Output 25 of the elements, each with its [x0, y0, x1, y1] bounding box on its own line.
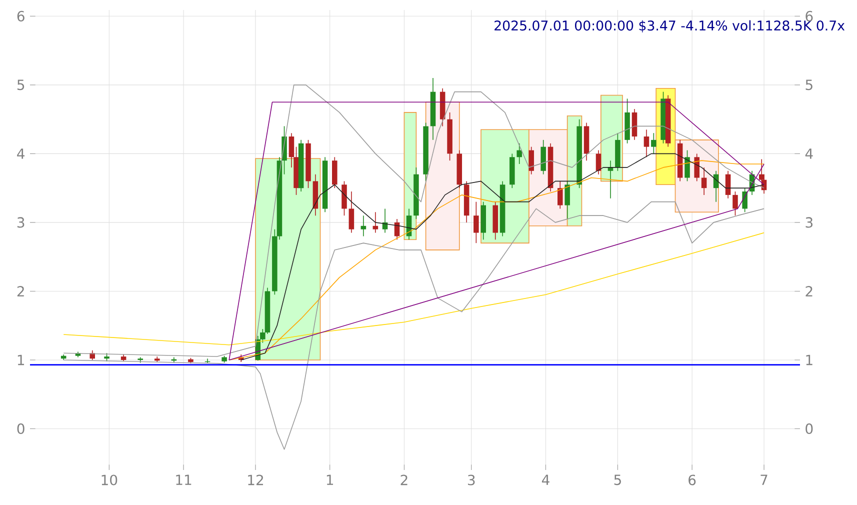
y-tick-label: 0	[17, 423, 24, 434]
y2-tick-label: 2	[806, 286, 812, 296]
y-tick-label: 6	[17, 10, 24, 22]
y-tick-label: 3	[17, 217, 24, 228]
y2-tick-label: 6	[806, 10, 813, 22]
x-tick-label: 6	[688, 474, 696, 486]
y2-tick-label: 5	[806, 80, 812, 90]
y2-tick-label: 4	[805, 148, 813, 159]
x-tick-label: 11	[176, 474, 192, 485]
y2-tick-label: 0	[806, 423, 813, 434]
x-tick-label: 1	[326, 474, 334, 485]
y-tick-label: 1	[18, 354, 24, 366]
y-tick-label: 2	[17, 286, 24, 296]
text: 2025.07.01 00:00:00 $3.47 -4.14% vol:1128.5K 0.7x	[494, 20, 845, 32]
x-tick-label: 7	[760, 474, 768, 485]
x-tick-label: 5	[614, 474, 621, 486]
x-tick-label: 2	[400, 474, 408, 486]
y-tick-label: 4	[17, 148, 24, 159]
y2-tick-label: 3	[806, 217, 812, 228]
y-tick-label: 5	[17, 80, 24, 90]
x-tick-label: 12	[248, 474, 263, 486]
x-tick-label: 4	[542, 474, 550, 485]
x-tick-label: 3	[468, 474, 475, 486]
y2-tick-label: 1	[806, 354, 812, 366]
x-tick-label: 10	[102, 474, 118, 486]
